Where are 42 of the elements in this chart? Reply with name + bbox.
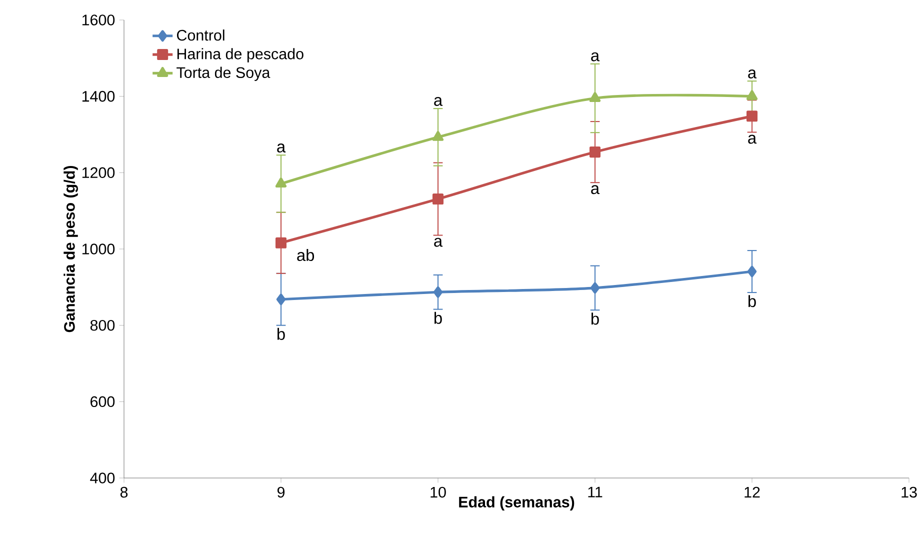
data-label: b [278,328,285,340]
x-tick-label: 10 [430,486,446,498]
y-axis-title: Ganancia de peso (g/d) [64,166,78,332]
y-tick-label: 600 [90,396,115,408]
y-tick-label: 800 [90,320,115,331]
legend-label: Torta de Soya [176,66,270,81]
point [433,286,443,298]
x-tick-label: 13 [902,486,917,498]
y-tick-label: 1400 [82,90,115,102]
y-tick-label: 1600 [82,14,115,26]
data-label: a [591,185,600,194]
point [589,92,601,102]
point [590,282,600,294]
data-label: a [277,144,286,153]
data-label: a [748,69,757,78]
data-label: b [592,312,599,325]
y-tick-label: 400 [90,472,115,484]
x-tick-label: 11 [588,486,602,498]
x-tick-label: 12 [744,486,760,498]
point [275,178,287,188]
y-tick-label: 1200 [82,167,115,178]
y-tick-label: 1000 [82,244,115,254]
data-label: a [434,96,443,106]
data-label: a [434,238,443,247]
point [590,146,601,158]
point [275,237,287,248]
x-axis-title: Edad (semanas) [459,496,574,510]
data-label: a [748,134,757,144]
point [746,90,758,100]
point [276,294,286,306]
legend-label: Control [176,29,224,41]
x-tick-label: 8 [120,486,128,498]
point [746,110,758,122]
point [432,193,444,205]
point [747,266,757,278]
data-label: ab [297,248,314,262]
data-label: a [591,52,600,62]
point [432,130,444,141]
data-label: b [434,312,442,324]
x-tick-label: 9 [277,486,285,498]
data-label: b [748,295,756,308]
legend-label: Harina de pescado [177,48,304,62]
